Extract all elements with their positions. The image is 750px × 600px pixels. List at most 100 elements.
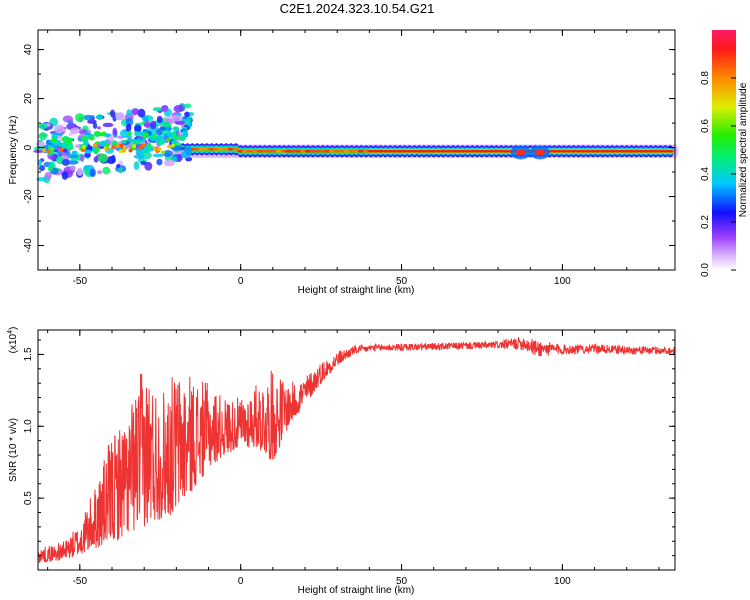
spectral-blob: [105, 146, 110, 151]
spectral-blob: [111, 145, 116, 150]
snr-series-line: [37, 336, 676, 564]
spectral-band-segment: [594, 149, 602, 153]
y-tick-label: -40: [23, 238, 34, 253]
spectral-band-segment: [574, 149, 582, 153]
spectral-blob: [82, 114, 95, 121]
spectral-band-segment: [444, 149, 452, 153]
spectral-band-segment: [555, 149, 563, 153]
spectral-blob: [95, 146, 100, 153]
spectral-blob: [49, 146, 54, 151]
spectral-blob: [159, 139, 167, 144]
spectrogram-image: [33, 103, 679, 184]
spectral-band-segment: [435, 149, 443, 153]
spectral-band-segment: [463, 149, 471, 153]
spectral-blob: [66, 143, 74, 151]
colorbar-tick-label: 0.6: [700, 119, 711, 133]
spectral-blob: [141, 143, 146, 148]
spectral-band-segment: [242, 149, 250, 153]
spectrogram-frame: [37, 29, 676, 271]
spectral-band-segment: [468, 149, 476, 153]
spectral-band-segment: [657, 149, 665, 153]
spectral-band-segment: [618, 149, 626, 153]
spectral-band-segment: [222, 147, 230, 151]
spectral-blob: [182, 130, 188, 134]
x-tick-label: 0: [238, 276, 244, 287]
spectral-blob: [56, 150, 61, 155]
spectral-blob: [135, 147, 145, 156]
colorbar-tick-label: 0.0: [700, 263, 711, 277]
spectral-band-segment: [386, 149, 394, 153]
spectral-blob: [122, 148, 127, 153]
snr-y-axis-label: SNR (10 * v/v): [8, 418, 19, 482]
spectral-band-segment: [314, 149, 322, 153]
spectral-blob: [167, 144, 172, 149]
spectral-blob: [166, 137, 171, 142]
spectral-blob: [81, 148, 86, 153]
spectral-blob: [170, 118, 181, 122]
spectral-band-segment: [439, 149, 447, 153]
spectral-blob: [140, 160, 147, 166]
spectral-band-segment: [372, 149, 380, 153]
spectral-blob: [157, 146, 162, 151]
spectral-band-segment: [319, 149, 327, 153]
spectral-blob: [163, 149, 173, 157]
spectral-blob: [44, 171, 52, 180]
spectral-band-segment: [599, 149, 607, 153]
spectral-blob: [118, 149, 123, 154]
spectral-band-segment: [483, 149, 491, 153]
spectral-blob: [132, 144, 137, 149]
snr-y-ticks: 1.5 1.0 0.5: [23, 339, 675, 557]
spectral-blob: [170, 143, 175, 148]
snr-exponent-label: (x104): [7, 327, 19, 354]
spectral-blob: [142, 128, 149, 133]
spectral-blob: [184, 146, 193, 154]
spectral-blob: [61, 171, 69, 180]
spectral-band-segment: [492, 149, 500, 153]
spectral-blob: [155, 129, 163, 136]
spectral-band-segment: [396, 149, 404, 153]
spectral-blob: [89, 168, 96, 177]
spectral-feature: [515, 149, 526, 156]
spectral-blob: [149, 120, 157, 130]
spectral-blob: [118, 166, 123, 174]
snr-panel: -50 0 50 100 1.5 1.0 0.5 Height of straight l…: [7, 327, 676, 596]
spectrogram-y-ticks: 40 20 0 -20 -40: [23, 44, 675, 271]
spectral-band-segment: [488, 149, 496, 153]
spectral-band-segment: [193, 147, 201, 151]
spectral-blob: [84, 149, 92, 154]
spectral-blob: [62, 115, 74, 123]
spectral-band-segment: [377, 149, 385, 153]
spectral-band-segment: [304, 149, 312, 153]
x-tick-label: 100: [554, 576, 571, 587]
spectral-blob: [92, 143, 97, 148]
spectral-band-segment: [430, 149, 438, 153]
spectrogram-panel: -50 0 50 100 40 20 0 -20 -40 Height of straight…: [8, 29, 679, 296]
spectral-blob: [116, 163, 121, 168]
spectral-band-segment: [256, 149, 264, 153]
spectral-band-segment: [328, 149, 336, 153]
spectral-blob: [152, 146, 157, 151]
spectral-band-segment: [237, 149, 245, 153]
spectral-band-segment: [579, 149, 587, 153]
spectral-band-segment: [391, 149, 399, 153]
spectral-band-segment: [246, 149, 254, 153]
spectral-band-segment: [613, 149, 621, 153]
x-tick-label: 0: [238, 576, 244, 587]
x-tick-label: -50: [73, 276, 88, 287]
spectral-blob: [137, 108, 146, 118]
spectral-blob: [100, 140, 107, 147]
spectral-blob: [105, 133, 112, 138]
spectral-band-segment: [198, 147, 206, 151]
spectral-blob: [95, 141, 101, 145]
spectral-band-segment: [343, 149, 351, 153]
spectral-blob: [36, 177, 47, 182]
spectral-band-segment: [333, 149, 341, 153]
spectral-band-segment: [213, 147, 221, 151]
colorbar-ticks: 0.0 0.2 0.4 0.6 0.8: [700, 71, 736, 277]
spectral-blob: [63, 136, 71, 140]
spectral-blob: [59, 143, 68, 148]
spectral-band-segment: [550, 149, 558, 153]
spectral-blob: [141, 121, 146, 125]
spectral-band-segment: [584, 149, 592, 153]
